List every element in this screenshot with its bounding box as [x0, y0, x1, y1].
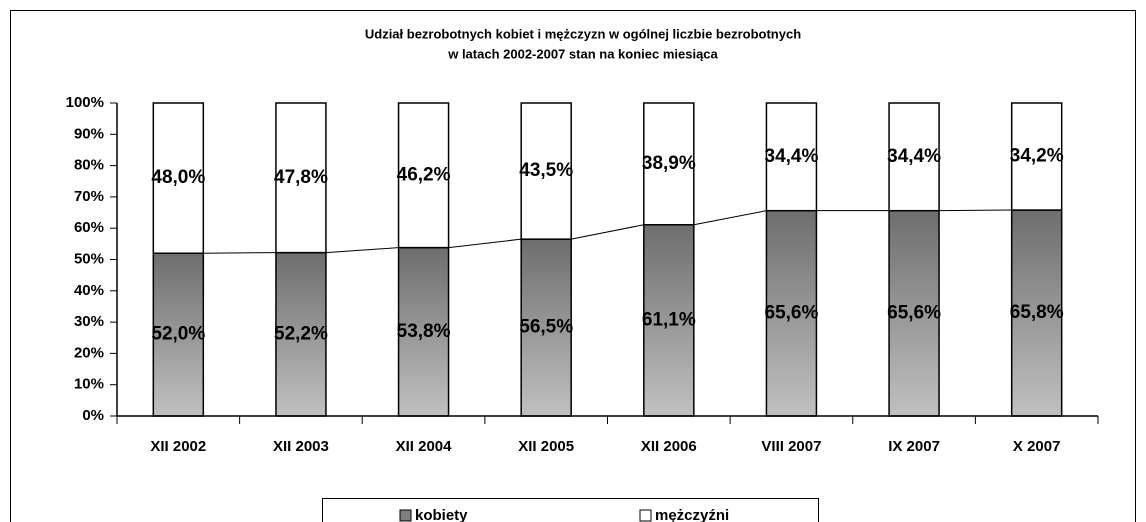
bar-segment	[152, 252, 205, 417]
legend-label: kobiety	[415, 507, 468, 522]
value-label: 65,6%	[765, 302, 819, 323]
x-tick-label: IX 2007	[888, 438, 940, 455]
value-label: 47,8%	[274, 167, 328, 188]
value-label: 56,5%	[519, 317, 573, 338]
x-tick-label: XII 2003	[273, 438, 329, 455]
bar-segment	[1010, 209, 1063, 417]
value-label: 65,8%	[1010, 302, 1064, 323]
chart-title: w latach 2002-2007 stan na koniec miesią…	[447, 46, 718, 61]
series-line	[571, 224, 644, 240]
bar-segment	[397, 246, 450, 417]
value-label: 43,5%	[519, 160, 573, 181]
value-label: 61,1%	[642, 309, 696, 330]
bar-segment	[643, 102, 695, 226]
series-line	[693, 210, 767, 226]
x-tick-label: XII 2004	[396, 438, 453, 455]
x-tick-label: XII 2005	[518, 438, 574, 455]
bar-segment	[1010, 102, 1063, 211]
bar-segment	[520, 238, 572, 417]
value-label: 52,0%	[151, 324, 205, 345]
y-tick-label: 70%	[74, 188, 104, 205]
value-label: 48,0%	[151, 167, 205, 188]
y-tick-label: 60%	[74, 219, 104, 236]
x-tick-label: VIII 2007	[761, 438, 821, 455]
bar-segment	[520, 102, 572, 240]
bar-segment	[152, 102, 205, 254]
chart-title: Udział bezrobotnych kobiet i mężczyzn w …	[365, 26, 801, 41]
bar-segment	[888, 102, 940, 212]
y-tick-label: 30%	[74, 313, 104, 330]
legend-swatch	[639, 509, 652, 522]
legend-label: mężczyźni	[655, 507, 729, 522]
value-label: 34,4%	[765, 146, 819, 167]
legend-box	[322, 498, 819, 522]
x-tick-label: XII 2006	[641, 438, 697, 455]
value-label: 38,9%	[642, 153, 696, 174]
y-tick-label: 100%	[66, 94, 104, 111]
value-label: 34,2%	[1010, 146, 1064, 167]
y-tick-label: 50%	[74, 250, 104, 267]
bar-segment	[765, 209, 818, 417]
y-tick-label: 80%	[74, 157, 104, 174]
value-label: 65,6%	[887, 302, 941, 323]
legend-swatch	[399, 509, 412, 522]
y-tick-label: 10%	[74, 376, 104, 393]
bar-segment	[397, 102, 450, 249]
bar-segment	[275, 102, 327, 254]
value-label: 46,2%	[397, 164, 451, 185]
value-label: 52,2%	[274, 323, 328, 344]
y-tick-label: 0%	[82, 407, 104, 424]
y-tick-label: 20%	[74, 344, 104, 361]
series-line	[448, 238, 522, 249]
y-tick-label: 90%	[74, 125, 104, 142]
y-tick-label: 40%	[74, 282, 104, 299]
series-line	[203, 252, 276, 254]
x-tick-label: XII 2002	[150, 438, 206, 455]
value-label: 53,8%	[397, 321, 451, 342]
value-label: 34,4%	[887, 146, 941, 167]
bar-segment	[765, 102, 818, 212]
series-line	[939, 209, 1012, 212]
x-tick-label: X 2007	[1013, 438, 1061, 455]
series-line	[325, 247, 399, 254]
